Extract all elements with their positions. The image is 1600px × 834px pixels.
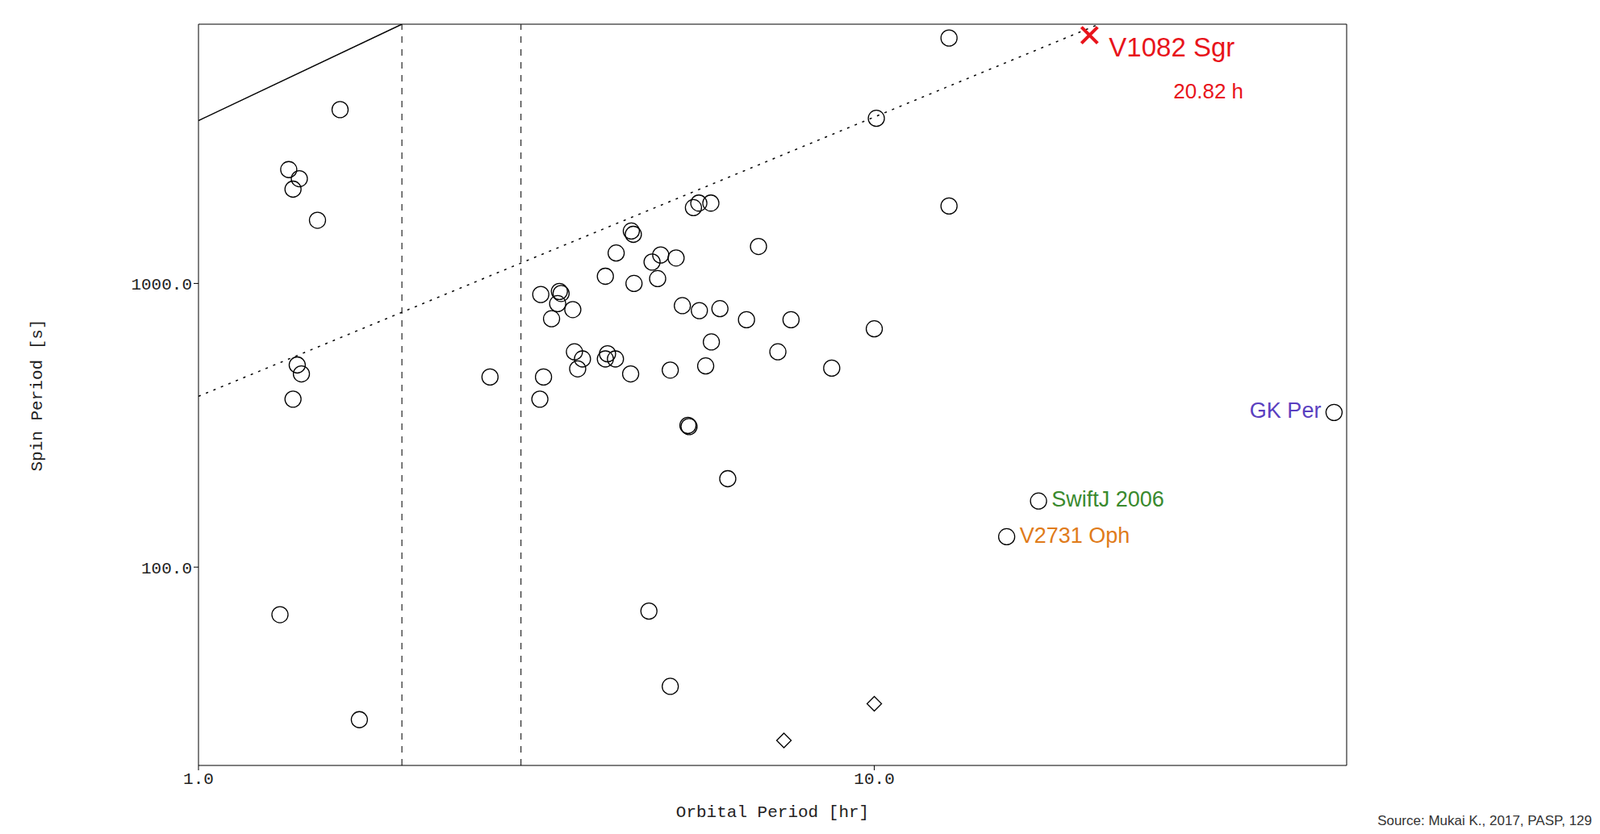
svg-text:1.0: 1.0 [183,770,214,790]
html-text:Orbital Period [hr]: Orbital Period [hr] [675,803,870,823]
svg-text:100.0: 100.0 [141,559,193,579]
svg-text:10.0: 10.0 [853,770,894,790]
svg-text:GK Per: GK Per [1249,398,1322,423]
html-text:Source: Mukai K., 2017, PASP,: Source: Mukai K., 2017, PASP, 129 [1377,813,1592,829]
html-text:Spin Period [s]: Spin Period [s] [27,318,47,472]
svg-text:20.82 h: 20.82 h [1173,79,1244,104]
svg-text:V1082 Sgr: V1082 Sgr [1108,32,1235,63]
svg-text:SwiftJ 2006: SwiftJ 2006 [1051,487,1165,512]
svg-text:1000.0: 1000.0 [130,275,193,295]
svg-text:V2731 Oph: V2731 Oph [1019,523,1131,548]
